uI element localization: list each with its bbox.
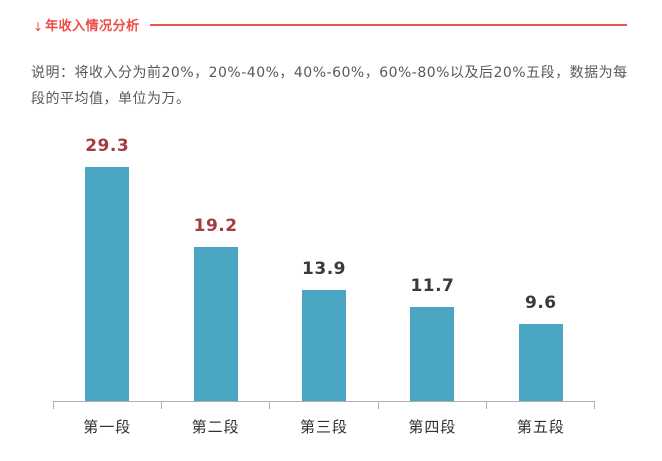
x-axis-category-label: 第一段: [83, 418, 132, 436]
bar-value-label: 13.9: [302, 258, 346, 279]
bar-column: 11.7: [378, 128, 486, 401]
bar: [85, 166, 130, 401]
plot-area: 29.3 19.2 13.9 11.7 9.6: [53, 128, 595, 402]
axis-tick-cell: [269, 402, 377, 409]
x-axis-category-label: 第三段: [300, 418, 349, 436]
axis-tick-cell: [485, 402, 594, 409]
bar-column: 19.2: [161, 128, 269, 401]
down-arrow-icon: ↓: [33, 19, 44, 34]
chart-description: 说明：将收入分为前20%，20%-40%，40%-60%，60%-80%以及后2…: [31, 65, 628, 107]
bar-column: 29.3: [53, 128, 161, 401]
bar: [302, 289, 347, 401]
bar: [410, 307, 455, 401]
bar-column: 9.6: [487, 128, 595, 401]
bar-column: 13.9: [270, 128, 378, 401]
bar-chart: 29.3 19.2 13.9 11.7 9.6 第一段 第二段 第三段 第四段 第五段: [53, 128, 595, 437]
axis-tick-cell: [377, 402, 486, 409]
bar-value-label: 11.7: [410, 276, 455, 297]
x-axis-category-label: 第二段: [191, 418, 240, 436]
bar: [193, 247, 238, 401]
x-axis-labels: 第一段 第二段 第三段 第四段 第五段: [53, 416, 595, 437]
bar-value-label: 9.6: [525, 293, 557, 314]
axis-tick-cell: [53, 402, 161, 409]
header-rule-line: [149, 23, 627, 26]
section-title: 年收入情况分析: [45, 19, 140, 34]
x-axis-category-label: 第五段: [516, 418, 565, 436]
section-header: ↓ 年收入情况分析: [33, 15, 627, 34]
bar: [518, 324, 563, 401]
bar-value-label: 19.2: [193, 216, 238, 237]
x-axis-category-label: 第四段: [408, 418, 457, 436]
axis-tick-cell: [161, 402, 269, 409]
x-axis-ticks: [53, 402, 595, 409]
bar-value-label: 29.3: [85, 135, 130, 156]
